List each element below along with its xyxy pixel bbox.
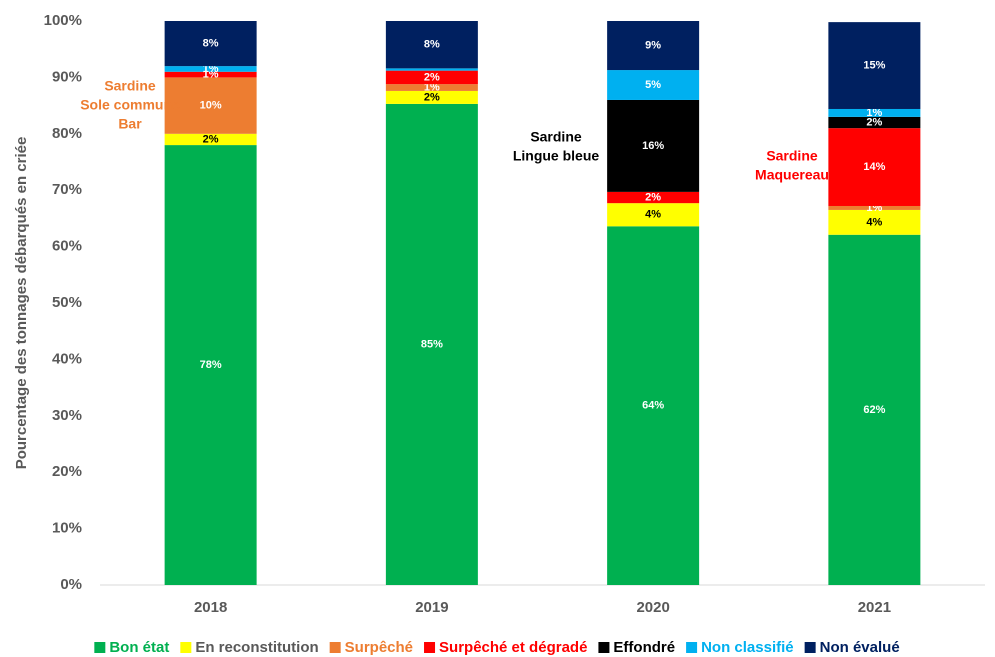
- legend-label: Surpêché et dégradé: [439, 639, 587, 656]
- bar-segment: [385, 90, 478, 104]
- bar-segment: [385, 68, 478, 71]
- data-label: 15%: [863, 59, 885, 71]
- data-label: 85%: [421, 338, 443, 350]
- data-label: 5%: [645, 79, 661, 91]
- bar-segment: [164, 145, 257, 585]
- data-label: 2%: [866, 116, 882, 128]
- data-label: 9%: [645, 39, 661, 51]
- bar-segment: [385, 84, 478, 91]
- bar-segment: [607, 203, 700, 227]
- x-tick-label: 2018: [194, 599, 227, 616]
- annotation: Sardine: [766, 148, 818, 164]
- bar-segment: [385, 103, 478, 586]
- y-tick-label: 30%: [52, 407, 82, 424]
- bar-segment: [828, 209, 921, 235]
- bar-segment: [164, 77, 257, 134]
- y-tick-label: 90%: [52, 68, 82, 85]
- data-label: 78%: [200, 359, 222, 371]
- annotation: Sole commune: [80, 97, 180, 113]
- legend-label: Non classifié: [701, 639, 794, 656]
- annotation: Sardine: [530, 129, 582, 145]
- annotation: Sardine: [104, 78, 156, 94]
- data-label: 2%: [424, 91, 440, 103]
- x-tick-label: 2021: [858, 599, 891, 616]
- legend-label: Surpêché: [345, 639, 413, 656]
- data-label: 16%: [642, 140, 664, 152]
- annotation: Bar: [118, 116, 142, 132]
- x-tick-label: 2020: [636, 599, 669, 616]
- bar-segment: [164, 66, 257, 72]
- y-tick-label: 20%: [52, 463, 82, 480]
- bar-segment: [607, 21, 700, 71]
- y-tick-label: 40%: [52, 350, 82, 367]
- legend-swatch: [424, 642, 436, 653]
- annotation: Lingue bleue: [513, 148, 600, 164]
- legend-swatch: [686, 642, 698, 653]
- legend-label: Effondré: [613, 639, 675, 656]
- data-label: 8%: [424, 39, 440, 51]
- x-tick-label: 2019: [415, 599, 448, 616]
- y-tick-label: 10%: [52, 520, 82, 537]
- bar-segment: [385, 70, 478, 85]
- y-tick-label: 50%: [52, 294, 82, 311]
- bar-segment: [828, 128, 921, 206]
- bar-segment: [607, 99, 700, 192]
- data-label: 62%: [863, 404, 885, 416]
- bar-segment: [164, 21, 257, 67]
- legend-label: Bon état: [109, 639, 169, 656]
- y-tick-label: 60%: [52, 238, 82, 255]
- y-axis-label: Pourcentage des tonnages débarqués en cr…: [13, 137, 30, 470]
- data-label: 10%: [200, 100, 222, 112]
- annotation: Maquereau: [755, 167, 829, 183]
- legend-label: En reconstitution: [195, 639, 318, 656]
- data-label: 2%: [645, 191, 661, 203]
- bar-segment: [607, 191, 700, 204]
- legend-swatch: [329, 642, 341, 653]
- data-label: 64%: [642, 400, 664, 412]
- data-label: 2%: [424, 71, 440, 83]
- y-tick-label: 70%: [52, 181, 82, 198]
- data-label: 14%: [863, 161, 885, 173]
- data-label: 1%: [424, 81, 440, 93]
- y-tick-label: 100%: [44, 12, 82, 29]
- legend-swatch: [598, 642, 610, 653]
- bar-segment: [607, 226, 700, 585]
- bar-segment: [828, 205, 921, 210]
- bar-segment: [828, 108, 921, 117]
- data-label: 1%: [866, 107, 882, 119]
- y-tick-label: 0%: [60, 576, 82, 593]
- bar-segment: [164, 133, 257, 146]
- data-label: 4%: [645, 209, 661, 221]
- bar-segment: [385, 21, 478, 69]
- bar-segment: [607, 70, 700, 100]
- legend-swatch: [804, 642, 816, 653]
- legend-swatch: [180, 642, 192, 653]
- legend-label: Non évalué: [820, 639, 900, 656]
- bar-segment: [828, 234, 921, 586]
- y-tick-label: 80%: [52, 125, 82, 142]
- bar-segment: [828, 116, 921, 129]
- legend-swatch: [94, 642, 106, 653]
- bar-segment: [164, 71, 257, 78]
- bar-segment: [828, 22, 921, 109]
- data-label: 8%: [203, 37, 219, 49]
- data-label: 4%: [866, 216, 882, 228]
- data-label: 2%: [203, 133, 219, 145]
